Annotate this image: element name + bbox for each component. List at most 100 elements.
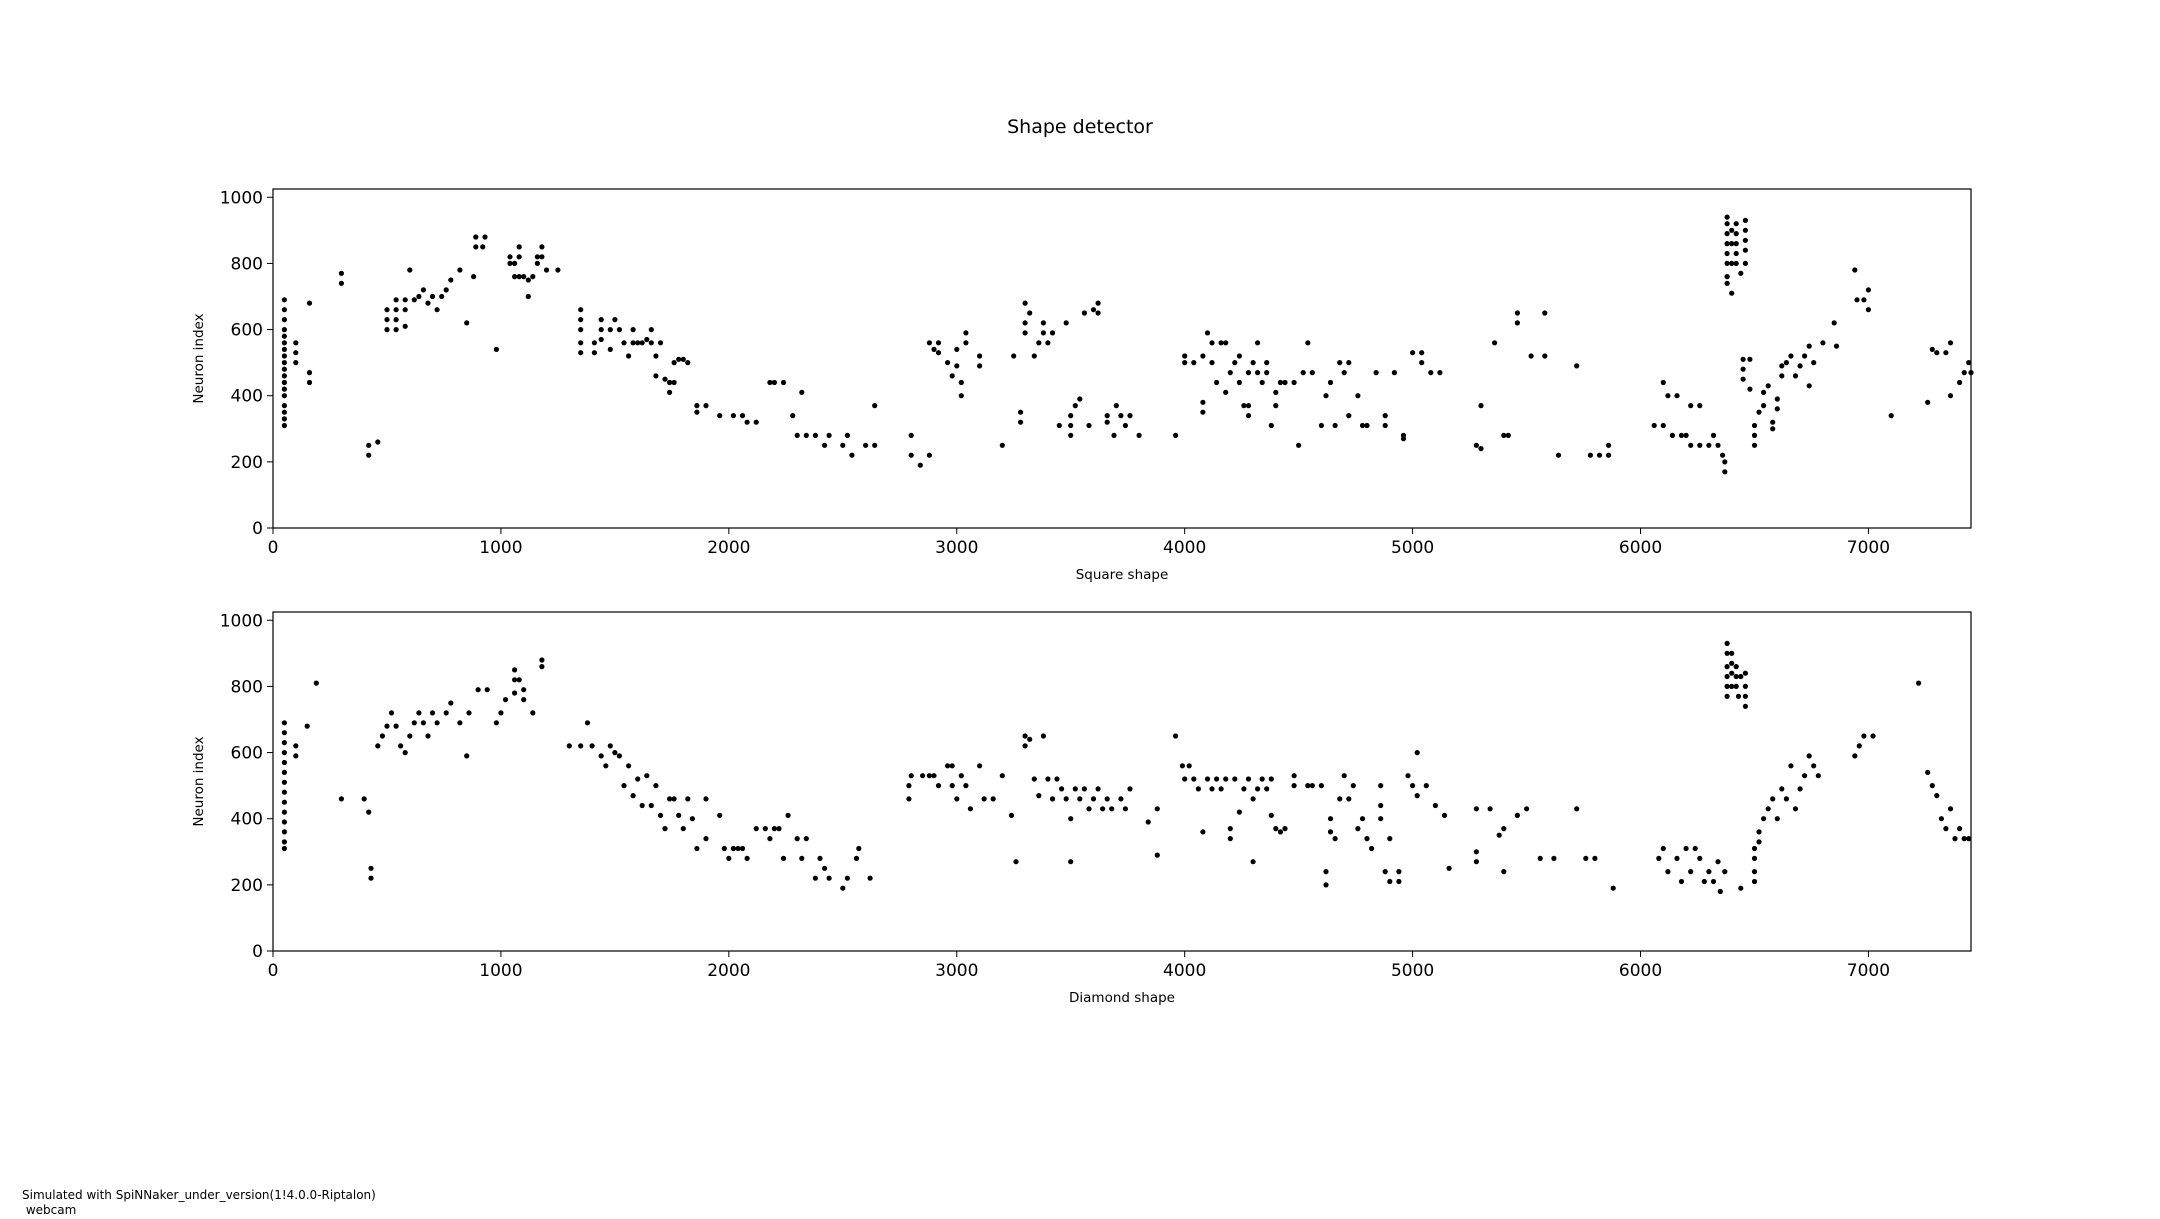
data-point <box>648 802 654 809</box>
data-point <box>1854 297 1860 303</box>
data-point <box>1327 816 1334 822</box>
data-point <box>368 865 374 871</box>
data-point <box>812 875 819 881</box>
data-point <box>1934 350 1940 356</box>
data-point <box>1473 442 1479 448</box>
data-point <box>694 403 700 409</box>
data-point <box>1870 733 1876 739</box>
data-point <box>1414 793 1420 799</box>
data-point <box>516 254 522 260</box>
data-point <box>281 346 287 352</box>
data-point <box>1501 432 1507 438</box>
data-point <box>1245 403 1252 409</box>
data-point <box>1323 393 1329 399</box>
data-point <box>306 379 313 386</box>
data-point <box>1688 442 1694 448</box>
data-point <box>703 403 709 409</box>
data-point <box>566 743 572 749</box>
data-point <box>1204 776 1211 782</box>
data-point <box>799 389 805 395</box>
data-point <box>1182 353 1188 359</box>
data-point <box>926 340 933 346</box>
data-point <box>1724 673 1730 680</box>
data-point <box>1109 806 1115 812</box>
data-point <box>1665 393 1671 399</box>
y-tick-label: 800 <box>231 254 263 274</box>
x-tick-label: 5000 <box>1391 538 1434 558</box>
data-point <box>1733 683 1739 690</box>
data-point <box>1154 806 1160 812</box>
data-point <box>1255 370 1261 376</box>
data-point <box>313 680 319 686</box>
data-point <box>908 432 914 438</box>
data-point <box>863 442 869 448</box>
data-point <box>281 353 287 359</box>
data-point <box>1596 452 1603 458</box>
data-point <box>657 340 664 346</box>
data-point <box>539 244 545 250</box>
data-point <box>771 379 778 386</box>
data-point <box>281 317 287 323</box>
data-point <box>1783 796 1789 802</box>
data-point <box>803 836 809 842</box>
data-point <box>1966 836 1972 842</box>
data-point <box>434 307 440 313</box>
data-point <box>591 350 598 356</box>
data-point <box>1218 786 1224 792</box>
data-point <box>361 796 367 802</box>
data-point <box>1127 413 1133 419</box>
data-point <box>1473 859 1479 865</box>
data-point <box>949 763 955 769</box>
data-point <box>1724 693 1730 699</box>
data-point <box>1428 370 1434 376</box>
data-point <box>1382 422 1388 429</box>
data-point <box>822 442 828 448</box>
data-point <box>671 360 677 366</box>
data-point <box>1656 855 1662 862</box>
data-point <box>1337 360 1343 366</box>
data-point <box>1806 753 1812 759</box>
data-point <box>1173 733 1179 739</box>
data-point <box>1779 373 1785 379</box>
data-point <box>958 773 964 779</box>
x-tick-label: 4000 <box>1163 538 1206 558</box>
data-point <box>1733 673 1739 680</box>
data-point <box>1259 776 1265 782</box>
data-point <box>1045 340 1051 346</box>
data-point <box>1227 836 1233 842</box>
data-point <box>1264 786 1270 792</box>
data-point <box>1751 422 1758 429</box>
data-point <box>1068 413 1074 419</box>
data-point <box>1305 340 1311 346</box>
y-ticks: 0 200 400 600 800 1000 <box>220 611 273 962</box>
data-point <box>407 733 413 739</box>
data-point <box>1717 888 1723 895</box>
data-point <box>1861 297 1867 303</box>
data-point <box>1957 826 1963 832</box>
data-point <box>685 360 691 366</box>
data-point <box>1081 786 1087 792</box>
data-point <box>1355 826 1361 832</box>
data-point <box>1738 673 1744 680</box>
data-point <box>439 293 445 300</box>
data-point <box>676 356 682 362</box>
data-point <box>1792 806 1799 812</box>
data-point <box>448 700 454 706</box>
data-point <box>1756 839 1762 845</box>
data-point <box>1856 743 1862 749</box>
data-point <box>726 855 732 862</box>
data-point <box>281 829 287 835</box>
data-point <box>667 796 673 802</box>
data-point <box>1865 307 1871 313</box>
data-point <box>721 845 727 852</box>
data-point <box>744 419 750 425</box>
x-tick-label: 6000 <box>1619 538 1662 558</box>
data-point <box>803 432 809 438</box>
x-tick-label: 0 <box>268 961 279 981</box>
data-point <box>1487 806 1493 812</box>
y-tick-label: 600 <box>231 321 263 341</box>
data-point <box>1473 849 1479 855</box>
data-point <box>1720 452 1726 458</box>
data-point <box>626 763 632 769</box>
data-point <box>1200 399 1206 405</box>
